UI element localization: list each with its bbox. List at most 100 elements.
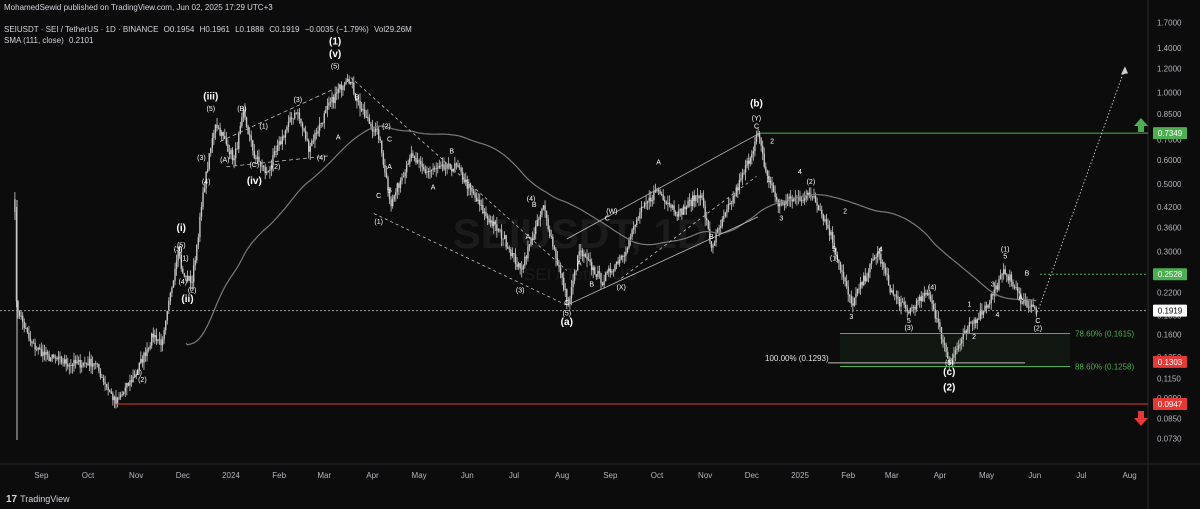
candle-body (872, 259, 874, 261)
trend-line (566, 133, 759, 240)
candle-body (154, 334, 156, 338)
candle-body (654, 190, 657, 192)
y-tick-label: 1.2000 (1157, 64, 1182, 73)
candle-body (441, 164, 444, 166)
candle-body (721, 219, 723, 227)
wave-label: B (709, 234, 714, 241)
candle-body (732, 195, 734, 204)
candle-body (362, 109, 364, 111)
candle-body (967, 326, 969, 333)
wave-label: B (532, 202, 537, 209)
candle-body (472, 191, 475, 194)
candle-body (353, 82, 355, 94)
wave-label: (5) (331, 63, 340, 70)
candle-body (457, 164, 459, 168)
x-tick-label: May (412, 471, 427, 480)
candle-body (530, 238, 532, 245)
candle-body (643, 202, 646, 207)
y-tick-label: 0.1150 (1157, 374, 1181, 383)
candle-body (152, 333, 154, 338)
candle-body (374, 128, 377, 132)
candle-body (144, 352, 147, 356)
candle-body (932, 303, 935, 310)
candle-body (437, 167, 439, 169)
candle-body (878, 251, 880, 254)
candle-body (350, 81, 352, 84)
candle-body (995, 285, 997, 290)
wave-label: (2) (272, 164, 281, 171)
candle-body (200, 207, 203, 217)
candle-body (404, 172, 406, 177)
candle-body (182, 268, 184, 274)
candle-body (25, 327, 27, 329)
candle-body (723, 215, 725, 220)
candle-body (1018, 291, 1020, 294)
candle-body (267, 171, 270, 172)
candle-body (692, 195, 694, 206)
candle-body (550, 235, 552, 237)
candle-body (791, 199, 793, 202)
candle-body (754, 141, 756, 152)
wave-label: 3 (991, 282, 995, 289)
candle-body (220, 132, 223, 136)
candle-body (253, 150, 256, 159)
candle-body (841, 270, 843, 272)
candle-body (440, 165, 442, 167)
wave-label: (2) (807, 179, 816, 186)
price-tag (1153, 398, 1187, 410)
candle-body (88, 358, 91, 366)
candle-body (877, 251, 879, 258)
candle-body (525, 256, 528, 259)
candle-body (289, 117, 291, 122)
candle-body (984, 305, 986, 312)
candle-body (511, 252, 514, 257)
y-tick-label: 0.2200 (1157, 289, 1182, 298)
candle-body (460, 167, 462, 172)
candle-body (67, 364, 69, 367)
candle-body (549, 229, 551, 236)
wave-label: (3) (905, 325, 914, 332)
wave-label: 5 (1003, 253, 1007, 260)
candle-body (234, 148, 237, 159)
wave-label: A (526, 234, 531, 241)
candle-body (659, 190, 661, 194)
x-tick-label: Dec (176, 471, 190, 480)
candle-body (286, 126, 288, 131)
candle-body (604, 272, 607, 282)
candle-body (483, 211, 486, 214)
x-tick-label: Dec (745, 471, 759, 480)
candle-body (1007, 276, 1010, 281)
candle-body (788, 196, 790, 201)
candle-body (521, 268, 523, 270)
candle-body (558, 264, 560, 268)
wave-label: (5) (207, 106, 216, 113)
candle-body (937, 318, 940, 323)
candle-body (1001, 273, 1003, 276)
candle-body (965, 330, 968, 333)
candle-body (399, 180, 402, 188)
candle-body (909, 308, 912, 314)
candle-body (726, 209, 728, 213)
candle-body (528, 244, 531, 247)
candle-body (365, 116, 367, 118)
candle-body (133, 376, 136, 378)
candle-body (415, 157, 417, 163)
candle-body (304, 130, 307, 140)
candle-body (971, 323, 974, 325)
wave-label: (5) (177, 242, 186, 249)
candle-body (946, 352, 949, 359)
candle-body (631, 229, 633, 237)
tradingview-logo[interactable]: 17 TradingView (6, 494, 70, 505)
candle-body (48, 354, 50, 362)
candle-body (87, 363, 89, 366)
candle-body (962, 333, 964, 340)
candle-body (793, 198, 795, 202)
candle-body (18, 311, 21, 317)
candle-body (827, 225, 829, 229)
candle-body (261, 165, 263, 167)
candle-body (482, 204, 484, 214)
candle-body (524, 256, 526, 266)
wave-label: (1) (1001, 247, 1010, 254)
y-tick-label: 0.0850 (1157, 414, 1182, 423)
